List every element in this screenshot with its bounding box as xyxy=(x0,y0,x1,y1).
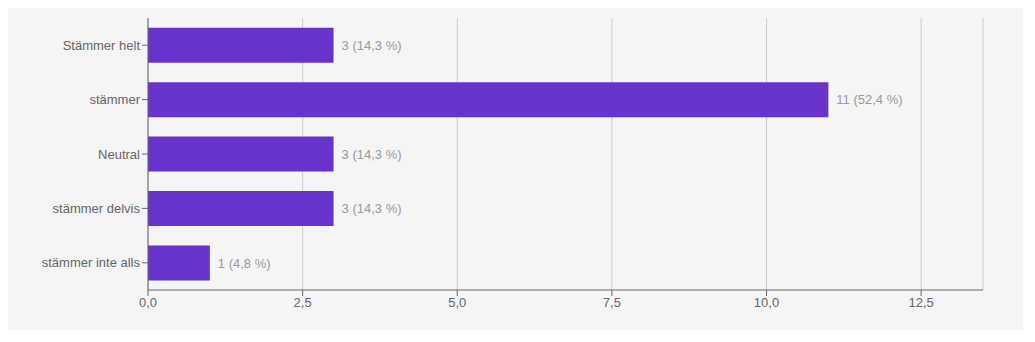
svg-text:3 (14,3 %): 3 (14,3 %) xyxy=(342,147,402,162)
svg-text:3 (14,3 %): 3 (14,3 %) xyxy=(342,38,402,53)
svg-text:1 (4,8 %): 1 (4,8 %) xyxy=(218,256,271,271)
svg-text:Stämmer helt: Stämmer helt xyxy=(63,38,141,53)
svg-text:3 (14,3 %): 3 (14,3 %) xyxy=(342,201,402,216)
svg-text:12,5: 12,5 xyxy=(908,295,933,310)
svg-text:5,0: 5,0 xyxy=(448,295,466,310)
svg-text:stämmer: stämmer xyxy=(89,92,140,107)
svg-text:0,0: 0,0 xyxy=(139,295,157,310)
svg-text:11 (52,4 %): 11 (52,4 %) xyxy=(836,92,902,107)
svg-text:Neutral: Neutral xyxy=(98,147,140,162)
svg-text:7,5: 7,5 xyxy=(603,295,621,310)
svg-text:stämmer inte alls: stämmer inte alls xyxy=(42,255,141,270)
svg-text:2,5: 2,5 xyxy=(294,295,312,310)
svg-text:stämmer delvis: stämmer delvis xyxy=(53,201,141,216)
svg-text:10,0: 10,0 xyxy=(754,295,779,310)
